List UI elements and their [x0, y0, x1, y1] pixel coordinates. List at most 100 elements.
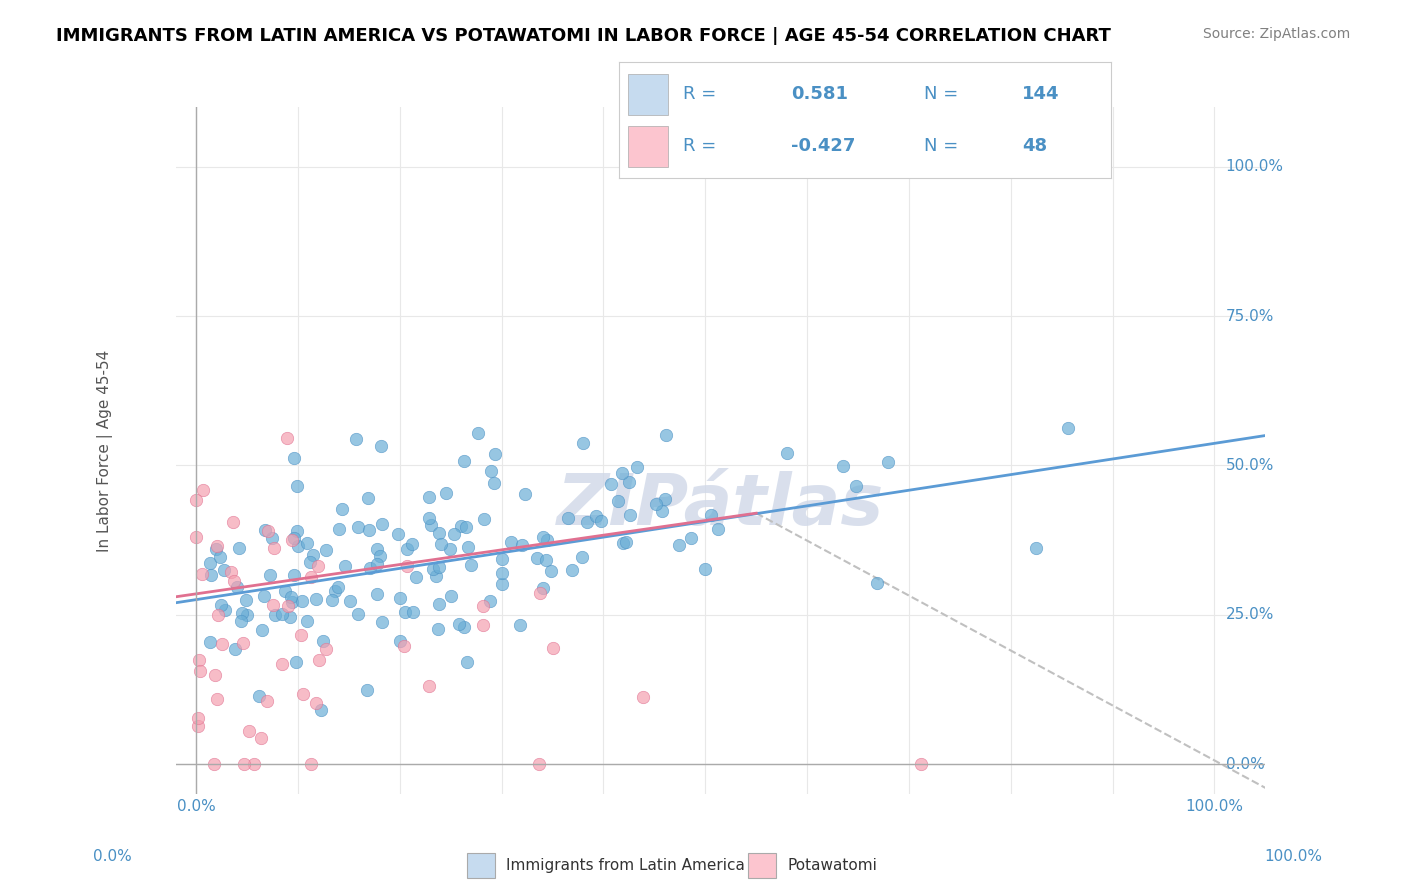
Point — [205, 542, 228, 557]
Point — [531, 582, 554, 596]
Point — [619, 508, 641, 522]
Point — [366, 542, 388, 557]
Point — [429, 597, 451, 611]
Point — [418, 511, 440, 525]
Text: 0.581: 0.581 — [790, 85, 848, 103]
Point — [291, 593, 314, 607]
Point — [270, 607, 292, 622]
Point — [453, 620, 475, 634]
Point — [571, 550, 593, 565]
Point — [207, 607, 229, 622]
Point — [472, 512, 495, 526]
Point — [585, 509, 607, 524]
Point — [370, 615, 392, 629]
Point — [368, 549, 391, 563]
Text: 50.0%: 50.0% — [1226, 458, 1274, 473]
Point — [263, 541, 285, 556]
Point — [339, 594, 361, 608]
Point — [262, 531, 284, 545]
Point — [281, 595, 304, 609]
Point — [775, 446, 797, 460]
Point — [283, 568, 305, 582]
Point — [389, 633, 412, 648]
Point — [509, 618, 531, 632]
Point — [344, 432, 367, 446]
Text: -0.427: -0.427 — [790, 137, 855, 155]
Point — [287, 540, 309, 554]
FancyBboxPatch shape — [748, 853, 776, 878]
FancyBboxPatch shape — [628, 126, 668, 167]
Point — [285, 524, 308, 538]
Point — [347, 607, 370, 622]
Point — [259, 567, 281, 582]
Point — [501, 534, 523, 549]
Point — [242, 757, 264, 772]
Point — [447, 617, 470, 632]
Point — [440, 589, 463, 603]
Point — [219, 566, 242, 580]
Point — [439, 541, 461, 556]
Point — [527, 757, 550, 772]
Point — [256, 524, 278, 538]
Point — [250, 731, 273, 745]
Point — [276, 431, 298, 445]
Point — [186, 492, 208, 507]
Text: 0.0%: 0.0% — [93, 849, 132, 863]
Point — [402, 605, 425, 619]
Point — [389, 591, 412, 606]
Point — [214, 603, 236, 617]
Point — [453, 454, 475, 468]
Point — [347, 520, 370, 534]
Point — [557, 511, 579, 525]
Point — [254, 523, 277, 537]
Point — [491, 552, 513, 566]
Point — [277, 599, 299, 613]
Point — [366, 586, 388, 600]
Point — [450, 519, 472, 533]
Point — [910, 757, 932, 772]
Point — [359, 523, 381, 537]
Point — [274, 584, 297, 599]
Point — [235, 593, 257, 607]
Point — [617, 475, 640, 489]
Point — [529, 585, 551, 599]
Point — [561, 563, 583, 577]
Point — [292, 687, 315, 701]
Point — [434, 486, 457, 500]
Point — [333, 559, 356, 574]
Point — [204, 668, 226, 682]
Point — [323, 583, 346, 598]
Point — [299, 555, 322, 569]
Point — [467, 425, 489, 440]
Point — [187, 653, 209, 667]
Point — [226, 580, 249, 594]
Point — [315, 542, 337, 557]
Point — [321, 593, 343, 607]
Point — [644, 497, 666, 511]
Point — [235, 607, 257, 622]
Point — [395, 542, 418, 557]
Point — [531, 529, 554, 543]
Point — [651, 504, 673, 518]
Point — [395, 558, 418, 573]
Text: IMMIGRANTS FROM LATIN AMERICA VS POTAWATOMI IN LABOR FORCE | AGE 45-54 CORRELATI: IMMIGRANTS FROM LATIN AMERICA VS POTAWAT… — [56, 27, 1111, 45]
Point — [479, 464, 502, 478]
Text: Immigrants from Latin America: Immigrants from Latin America — [506, 858, 745, 872]
Point — [405, 570, 427, 584]
Point — [312, 634, 335, 648]
Text: 75.0%: 75.0% — [1226, 309, 1274, 324]
Point — [232, 635, 254, 649]
Point — [866, 576, 889, 591]
Point — [200, 568, 222, 582]
Point — [422, 562, 444, 576]
Point — [193, 483, 215, 497]
Point — [612, 535, 634, 549]
Point — [187, 711, 209, 725]
Point — [295, 614, 318, 628]
Point — [202, 757, 225, 772]
Point — [401, 537, 423, 551]
Point — [284, 655, 307, 669]
Point — [281, 533, 304, 547]
Point — [283, 531, 305, 545]
Point — [418, 679, 440, 693]
